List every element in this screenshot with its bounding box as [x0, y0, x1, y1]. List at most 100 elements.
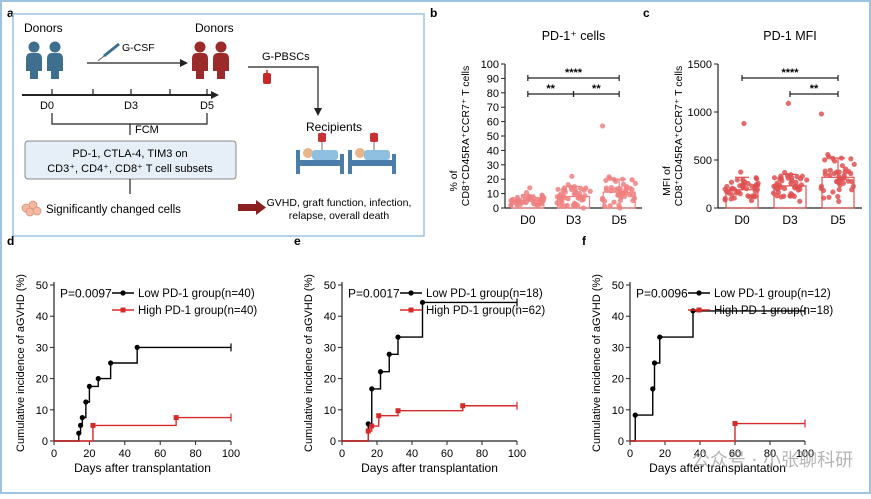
- data-point: [754, 176, 760, 182]
- data-point: [580, 196, 586, 203]
- data-point: [578, 185, 584, 191]
- assay-line-1: PD-1, CTLA-4, TIM3 on: [72, 148, 187, 160]
- x-tick-label: D5: [611, 213, 627, 227]
- data-point: [836, 169, 842, 175]
- data-point: [626, 192, 633, 198]
- legend-marker: [120, 307, 126, 313]
- data-point: [778, 194, 784, 200]
- person-head: [215, 41, 227, 53]
- data-point: [845, 178, 851, 184]
- x-tick-label: 100: [796, 448, 814, 460]
- event-marker: [657, 334, 663, 340]
- data-point: [846, 168, 852, 175]
- data-point: [789, 175, 795, 181]
- event-marker: [77, 422, 84, 428]
- significance-label: **: [592, 83, 601, 95]
- data-point: [741, 120, 747, 127]
- significance-label: ****: [565, 67, 583, 79]
- data-point: [743, 185, 750, 192]
- data-point: [826, 194, 832, 200]
- data-point: [728, 196, 734, 202]
- data-point: [722, 195, 728, 202]
- legend-label: Low PD-1 group(n=40): [138, 288, 255, 300]
- data-point: [789, 192, 795, 198]
- legend-label: Low PD-1 group(n=12): [714, 288, 831, 300]
- y-tick-label: 0: [493, 203, 499, 215]
- y-tick-label: 40: [612, 311, 624, 323]
- donors-right-label: Donors: [195, 21, 234, 35]
- x-tick-label: 60: [729, 448, 741, 460]
- data-point: [619, 190, 625, 196]
- y-tick-label: 10: [36, 405, 48, 417]
- y-axis-label: Cumulative incidence of aGVHD (%): [591, 274, 603, 452]
- data-point: [740, 177, 746, 183]
- legend-marker: [408, 290, 414, 296]
- x-tick-label: 20: [659, 448, 671, 460]
- y-axis-label-prefix: % of: [448, 170, 460, 191]
- data-point: [555, 186, 561, 192]
- gpbscs-label: G-PBSCs: [262, 51, 310, 63]
- data-point: [603, 187, 609, 193]
- data-point: [840, 180, 847, 186]
- data-point: [782, 169, 788, 176]
- x-tick-label: D3: [782, 213, 798, 227]
- watermark: 公众号 · 小张聊科研: [691, 450, 853, 471]
- x-tick-label: 20: [371, 448, 383, 460]
- data-point: [729, 191, 735, 198]
- data-point: [804, 177, 810, 183]
- data-point: [540, 198, 546, 204]
- gcsf-label: G-CSF: [122, 42, 155, 54]
- patient-blanket: [364, 150, 390, 160]
- data-point: [831, 158, 838, 164]
- series-line: [342, 301, 517, 442]
- y-tick-label: 1500: [688, 59, 712, 71]
- data-point: [554, 194, 560, 200]
- x-tick-label: 40: [694, 448, 706, 460]
- event-marker: [95, 376, 101, 382]
- sampling-bracket: [51, 113, 208, 125]
- data-point: [576, 193, 582, 200]
- x-axis-label: Days after transplantation: [74, 461, 211, 475]
- data-point: [617, 205, 623, 211]
- data-point: [750, 193, 756, 199]
- panel-label-f: f: [582, 234, 587, 248]
- data-point: [517, 197, 523, 204]
- data-point: [572, 186, 578, 192]
- bed-frame: [348, 160, 396, 166]
- person-body: [213, 53, 229, 79]
- person-body: [26, 53, 42, 79]
- y-tick-label: 10: [487, 189, 499, 201]
- data-point: [536, 201, 542, 207]
- data-point: [841, 175, 848, 181]
- x-axis-label: Days after transplantation: [649, 461, 786, 475]
- x-tick-label: 0: [627, 448, 633, 460]
- data-point: [771, 175, 778, 181]
- patient-blanket: [312, 150, 338, 160]
- y-tick-label: 40: [324, 311, 336, 323]
- data-point: [599, 197, 605, 203]
- chart-aGVHD-f: 0 10 20 30 40 50 0 20 40 60 80 100 Days after transp…: [591, 274, 833, 475]
- series-line: [630, 422, 805, 442]
- person-body: [47, 53, 63, 79]
- data-point: [830, 189, 836, 195]
- syringe-icon: [97, 42, 120, 62]
- data-point: [583, 185, 589, 191]
- data-point: [797, 186, 803, 192]
- data-point: [617, 186, 623, 192]
- x-tick-label: 40: [119, 448, 131, 460]
- data-point: [565, 182, 571, 188]
- y-tick-label: 10: [324, 405, 336, 417]
- event-marker: [108, 360, 114, 366]
- event-marker: [376, 413, 382, 419]
- legend-marker: [408, 307, 414, 313]
- recipients-label: Recipients: [306, 120, 362, 134]
- data-point: [607, 203, 613, 209]
- person-head: [49, 41, 61, 53]
- x-tick-label: D0: [734, 213, 750, 227]
- data-point: [850, 183, 856, 189]
- data-point: [827, 172, 833, 178]
- blood-bag-icon: [263, 70, 271, 84]
